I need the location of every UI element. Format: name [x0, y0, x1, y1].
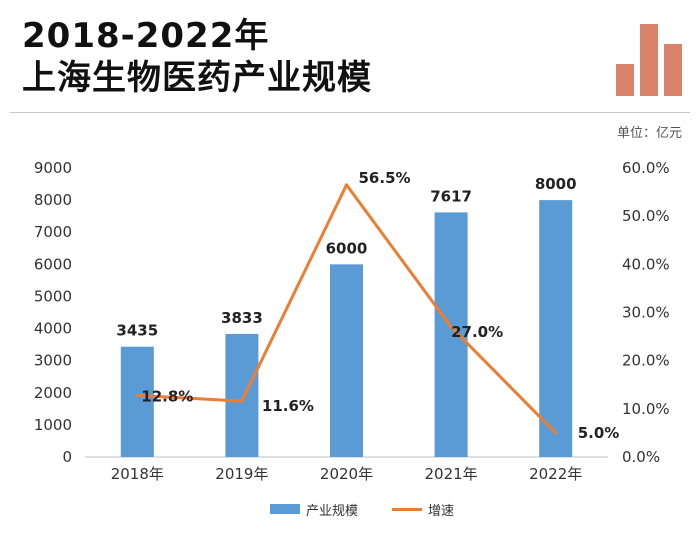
x-tick-2022年: 2022年 — [529, 465, 582, 483]
bar-label-2020年: 6000 — [326, 239, 368, 257]
right-axis-tick-40.0%: 40.0% — [622, 255, 670, 273]
left-axis-tick-0: 0 — [62, 448, 72, 466]
x-tick-2018年: 2018年 — [111, 465, 164, 483]
legend-item-growth: 增速 — [392, 500, 454, 519]
left-axis-tick-6000: 6000 — [34, 255, 72, 273]
bar-2022年 — [539, 200, 573, 457]
growth-label-2018年: 12.8% — [141, 387, 193, 405]
legend-swatch-bar — [270, 504, 300, 514]
bar-label-2018年: 3435 — [116, 322, 158, 340]
left-axis-tick-4000: 4000 — [34, 320, 72, 338]
bar-2018年 — [120, 346, 154, 457]
bar-chart-logo-icon — [616, 24, 682, 96]
left-axis-tick-7000: 7000 — [34, 223, 72, 241]
growth-label-2022年: 5.0% — [578, 424, 620, 442]
unit-label: 单位：亿元 — [616, 126, 682, 141]
growth-point-2021年 — [449, 325, 453, 329]
right-axis-tick-10.0%: 10.0% — [622, 400, 670, 418]
bar-2020年 — [330, 264, 363, 457]
right-axis-tick-30.0%: 30.0% — [622, 304, 670, 322]
x-tick-2021年: 2021年 — [425, 465, 478, 483]
legend-label-growth: 增速 — [428, 503, 455, 519]
growth-point-2019年 — [240, 399, 244, 403]
right-axis-tick-20.0%: 20.0% — [622, 352, 670, 370]
growth-point-2018年 — [135, 393, 139, 397]
growth-label-2020年: 56.5% — [359, 169, 411, 187]
left-axis-tick-2000: 2000 — [34, 384, 72, 402]
right-axis-tick-50.0%: 50.0% — [622, 207, 670, 225]
chart-legend: 产业规模 增速 — [270, 500, 488, 519]
page-title-line1: 2018-2022年 — [22, 16, 270, 56]
bar-2019年 — [225, 333, 259, 457]
bar-label-2019年: 3833 — [221, 309, 263, 327]
bar-2021年 — [434, 212, 468, 457]
legend-item-scale: 产业规模 — [270, 500, 358, 519]
growth-label-2021年: 27.0% — [451, 323, 503, 341]
growth-point-2020年 — [345, 183, 348, 187]
left-axis-tick-3000: 3000 — [34, 352, 72, 370]
left-axis-tick-1000: 1000 — [34, 416, 72, 434]
title-divider — [10, 112, 690, 113]
x-tick-2019年: 2019年 — [215, 465, 268, 483]
left-axis-tick-5000: 5000 — [34, 287, 72, 305]
legend-swatch-line — [392, 507, 423, 511]
x-tick-2020年: 2020年 — [320, 465, 373, 483]
bar-label-2022年: 8000 — [535, 175, 577, 193]
left-axis-tick-9000: 9000 — [34, 159, 72, 177]
legend-label-scale: 产业规模 — [306, 503, 359, 519]
growth-point-2022年 — [554, 431, 558, 435]
right-axis-tick-0.0%: 0.0% — [622, 448, 660, 466]
left-axis-tick-8000: 8000 — [34, 191, 72, 209]
bar-label-2021年: 7617 — [430, 187, 472, 205]
page-title-line2: 上海生物医药产业规模 — [22, 58, 372, 98]
growth-label-2019年: 11.6% — [262, 397, 314, 415]
right-axis-tick-60.0%: 60.0% — [622, 159, 670, 177]
